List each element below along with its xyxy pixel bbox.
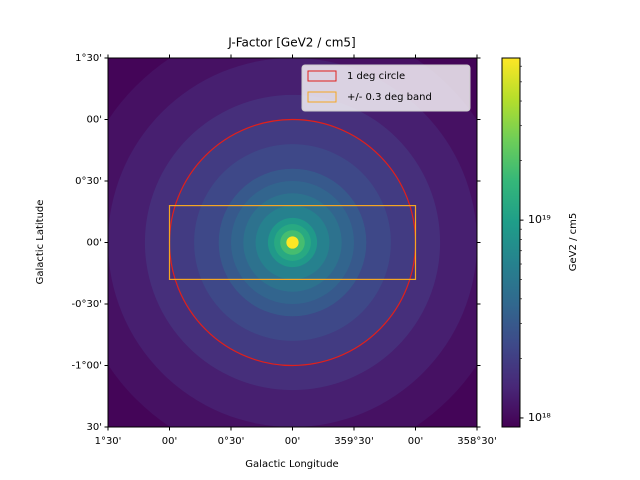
y-tick-label: 30' xyxy=(87,422,102,433)
x-tick-label: 358°30' xyxy=(457,436,497,447)
legend: 1 deg circle +/- 0.3 deg band xyxy=(301,64,471,112)
y-tick-label: -1°00' xyxy=(72,361,102,372)
y-tick-label: 00' xyxy=(87,238,102,249)
colorbar-tick-label: 10¹⁸ xyxy=(528,411,551,424)
y-tick-label: 0°30' xyxy=(75,176,102,187)
y-axis-label: Galactic Latitude xyxy=(35,200,46,285)
x-tick-label: 00' xyxy=(162,436,177,447)
heat-ring xyxy=(286,236,299,249)
overlay-band xyxy=(168,205,417,281)
colorbar-label: GeV2 / cm5 xyxy=(568,213,579,271)
overlays xyxy=(168,118,417,367)
y-tick-label: 00' xyxy=(87,115,102,126)
colorbar xyxy=(501,57,521,428)
legend-label: +/- 0.3 deg band xyxy=(347,92,432,103)
y-tick-label: 1°30' xyxy=(75,53,102,64)
legend-box xyxy=(301,64,471,112)
x-tick-label: 359°30' xyxy=(334,436,374,447)
chart-title: J-Factor [GeV2 / cm5] xyxy=(227,36,355,50)
x-tick-label: 0°30' xyxy=(218,436,245,447)
x-tick-label: 00' xyxy=(285,436,300,447)
legend-swatch xyxy=(307,91,337,103)
legend-label: 1 deg circle xyxy=(347,71,405,82)
x-tick-label: 00' xyxy=(408,436,423,447)
axes: 1°30' 00' 0°30' 00' 359°30' 00' 358°30' 1°30' 00… xyxy=(72,53,552,447)
x-tick-label: 1°30' xyxy=(95,436,122,447)
legend-swatch xyxy=(307,70,337,82)
y-tick-label: -0°30' xyxy=(72,299,102,310)
x-axis-label: Galactic Longitude xyxy=(245,459,338,470)
colorbar-tick-label: 10¹⁹ xyxy=(528,213,551,226)
heatmap xyxy=(108,58,477,427)
